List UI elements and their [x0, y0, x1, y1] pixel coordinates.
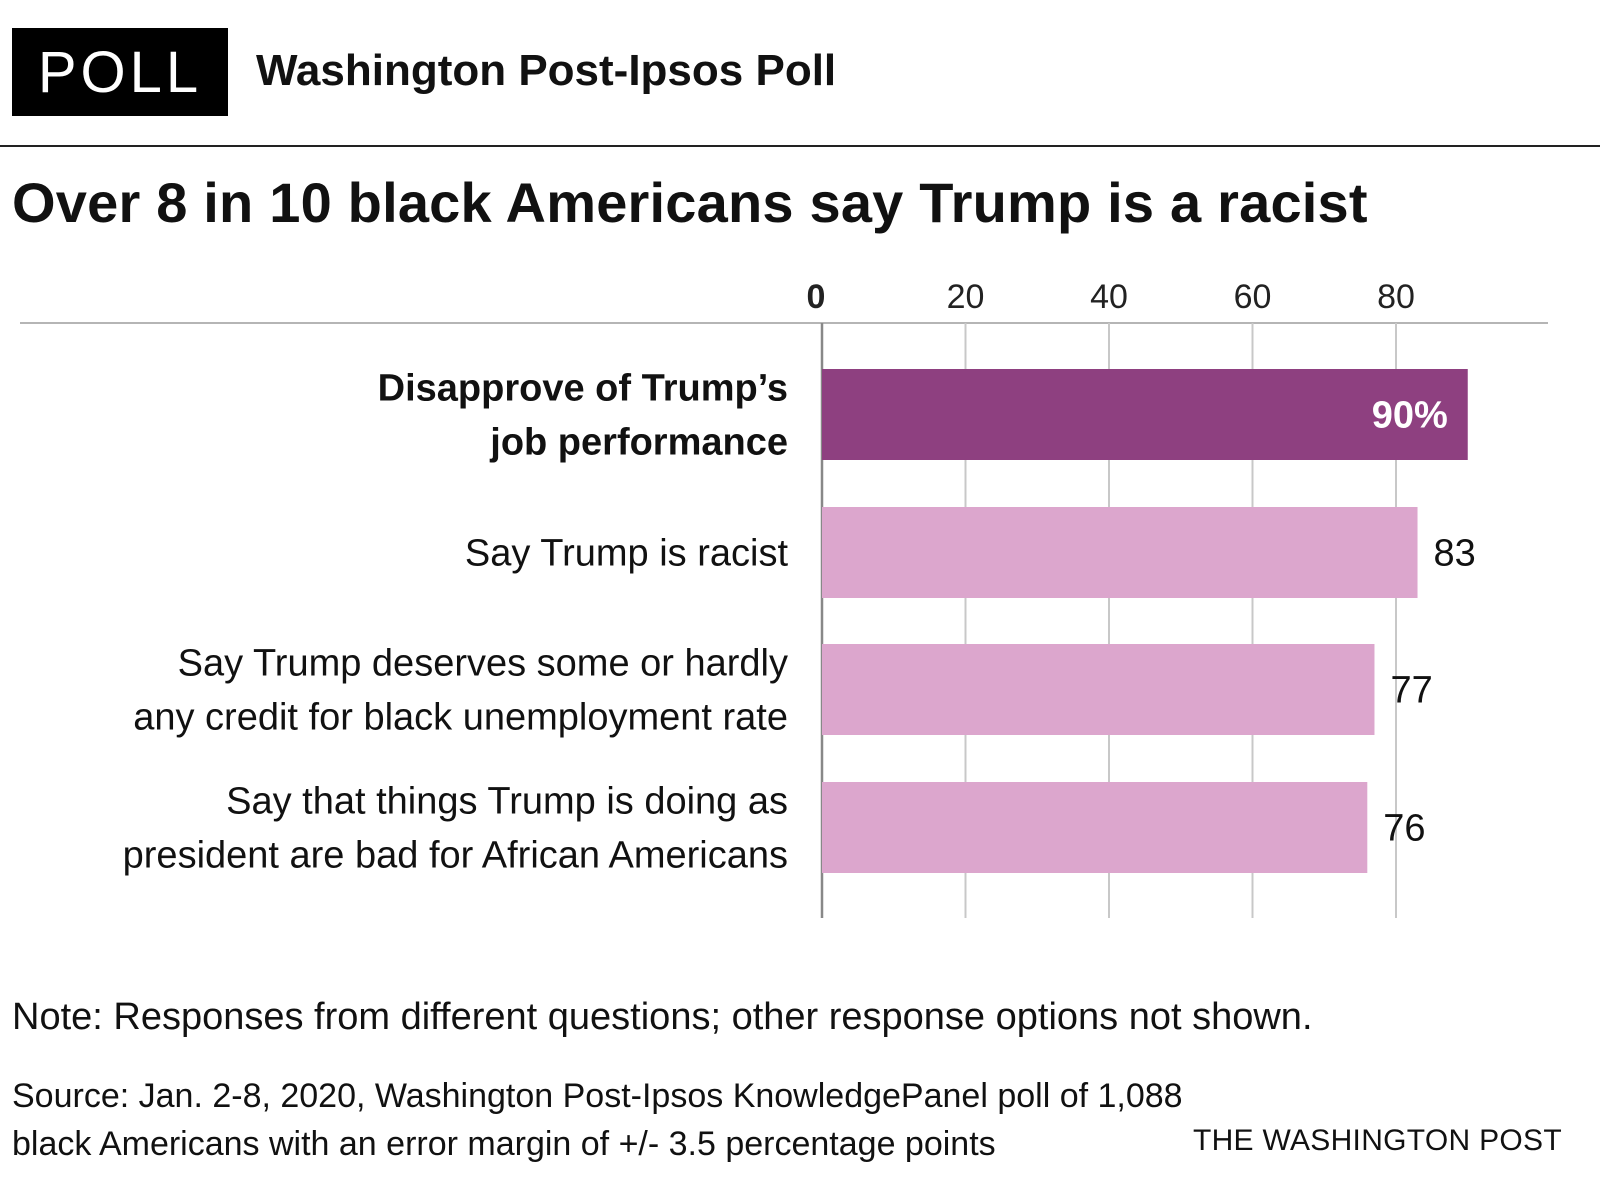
tick-label-60: 60 [1234, 278, 1272, 316]
bar-0 [822, 369, 1468, 460]
value-label-3: 76 [1383, 808, 1425, 850]
publisher-credit: THE WASHINGTON POST [1192, 1124, 1562, 1157]
chart-note: Note: Responses from different questions… [12, 996, 1313, 1038]
header-divider [0, 145, 1600, 147]
tick-label-80: 80 [1377, 278, 1415, 316]
category-label-3-line-1: president are bad for African Americans [123, 835, 788, 877]
bar-chart: 0 20 40 60 80 90% Disapprove of Trump’s job per… [20, 278, 1548, 918]
value-label-1: 83 [1434, 533, 1476, 575]
value-label-0: 90% [1372, 395, 1448, 437]
source-line-1: Source: Jan. 2-8, 2020, Washington Post-… [12, 1077, 1183, 1115]
poll-kicker: Washington Post-Ipsos Poll [256, 46, 837, 95]
value-label-2: 77 [1390, 670, 1432, 712]
category-label-2-line-0: Say Trump deserves some or hardly [178, 643, 788, 685]
tick-label-20: 20 [947, 278, 985, 316]
tick-label-0: 0 [807, 278, 826, 316]
source-line-2: black Americans with an error margin of … [12, 1125, 996, 1163]
bar-1 [822, 507, 1418, 598]
chart-headline: Over 8 in 10 black Americans say Trump i… [12, 171, 1368, 234]
bar-2 [822, 644, 1375, 735]
poll-badge: POLL [12, 28, 228, 116]
chart-source: Source: Jan. 2-8, 2020, Washington Post-… [12, 1072, 1183, 1168]
category-label-0-line-1: job performance [489, 422, 788, 464]
category-label-2-line-1: any credit for black unemployment rate [133, 697, 788, 739]
category-label-1-line-0: Say Trump is racist [465, 533, 789, 575]
category-label-3-line-0: Say that things Trump is doing as [226, 781, 788, 823]
category-label-0-line-0: Disapprove of Trump’s [378, 368, 788, 410]
tick-label-40: 40 [1090, 278, 1128, 316]
bar-3 [822, 782, 1368, 873]
